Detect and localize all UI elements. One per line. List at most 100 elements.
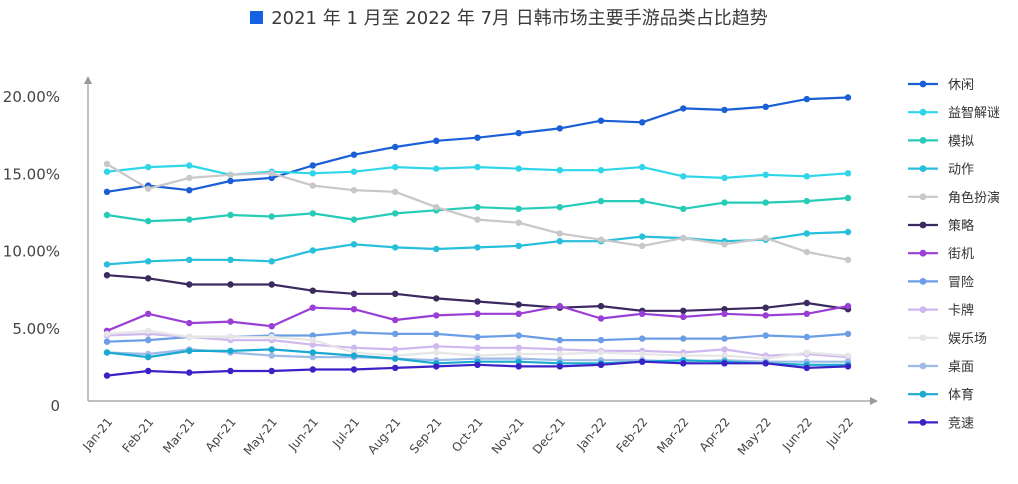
data-point bbox=[556, 204, 563, 211]
data-point bbox=[556, 238, 563, 245]
data-point bbox=[556, 363, 563, 370]
data-point bbox=[844, 256, 852, 263]
data-point bbox=[309, 304, 316, 311]
data-point bbox=[392, 316, 399, 324]
data-point bbox=[721, 346, 728, 353]
data-point bbox=[680, 313, 687, 321]
data-point bbox=[515, 242, 522, 250]
data-point bbox=[556, 336, 563, 344]
data-point bbox=[186, 281, 193, 288]
y-tick-label: 0 bbox=[50, 397, 60, 415]
data-point bbox=[392, 346, 399, 353]
data-point bbox=[268, 170, 275, 177]
data-point bbox=[803, 364, 810, 372]
data-point bbox=[309, 247, 316, 254]
data-point bbox=[721, 360, 728, 367]
data-point bbox=[227, 347, 234, 355]
data-point bbox=[309, 366, 316, 373]
data-point bbox=[474, 163, 481, 171]
data-point bbox=[392, 188, 399, 195]
data-point bbox=[433, 363, 440, 370]
data-point bbox=[309, 162, 316, 169]
data-point bbox=[639, 358, 646, 365]
data-point bbox=[803, 349, 810, 356]
data-point bbox=[762, 304, 769, 311]
data-point bbox=[515, 219, 522, 226]
data-point bbox=[227, 367, 234, 375]
data-point bbox=[186, 369, 193, 376]
data-point bbox=[556, 302, 563, 310]
data-point bbox=[186, 187, 193, 194]
data-point bbox=[474, 298, 481, 305]
data-point bbox=[186, 162, 193, 169]
data-point bbox=[515, 310, 522, 317]
data-point bbox=[639, 119, 646, 126]
legend-label: 娱乐场 bbox=[948, 332, 987, 347]
data-point bbox=[597, 197, 605, 205]
data-point bbox=[680, 234, 687, 242]
legend-point-marker bbox=[919, 390, 927, 398]
data-point bbox=[186, 216, 193, 223]
data-point bbox=[145, 353, 152, 361]
data-point bbox=[103, 211, 111, 219]
x-tick-label: May-22 bbox=[735, 415, 774, 458]
data-point bbox=[268, 352, 275, 359]
x-tick-label: Jan-21 bbox=[79, 415, 115, 454]
data-point bbox=[227, 177, 234, 185]
data-point bbox=[145, 336, 152, 344]
data-point bbox=[268, 174, 275, 182]
data-point bbox=[803, 333, 810, 341]
legend-label: 冒险 bbox=[948, 275, 974, 290]
data-point bbox=[103, 160, 111, 168]
data-point bbox=[597, 167, 605, 174]
x-tick-label: Sep-21 bbox=[407, 415, 445, 456]
data-point bbox=[803, 230, 810, 237]
data-point bbox=[597, 117, 605, 124]
data-point bbox=[639, 335, 646, 342]
data-point bbox=[392, 210, 399, 217]
data-point bbox=[639, 163, 646, 171]
data-point bbox=[762, 171, 769, 178]
legend-point-marker bbox=[919, 306, 927, 313]
data-point bbox=[721, 310, 728, 317]
data-point bbox=[762, 360, 769, 367]
data-point bbox=[103, 349, 111, 356]
x-tick-label: Jun-22 bbox=[779, 415, 815, 454]
data-point bbox=[309, 170, 316, 177]
data-point bbox=[721, 335, 728, 342]
x-tick-labels: Jan-21 Feb-21 Mar-21 Apr-21 May-21 Jun-21 Jul-… bbox=[79, 415, 856, 458]
data-point bbox=[309, 182, 316, 189]
data-point bbox=[844, 330, 852, 338]
data-point bbox=[145, 217, 152, 225]
legend-point-marker bbox=[919, 137, 927, 144]
data-point bbox=[721, 199, 728, 206]
data-point bbox=[392, 330, 399, 338]
data-point bbox=[227, 256, 234, 263]
data-point bbox=[680, 173, 687, 180]
data-point bbox=[186, 256, 193, 263]
data-point bbox=[474, 244, 481, 251]
data-point bbox=[597, 349, 605, 356]
data-point bbox=[515, 301, 522, 308]
data-point bbox=[392, 163, 399, 171]
data-point bbox=[103, 372, 111, 379]
data-point bbox=[350, 306, 358, 313]
data-point bbox=[145, 163, 152, 171]
data-point bbox=[433, 349, 440, 356]
data-point bbox=[844, 194, 852, 202]
data-point bbox=[350, 151, 358, 158]
data-point bbox=[844, 228, 852, 236]
data-point bbox=[145, 275, 152, 282]
data-point bbox=[597, 302, 605, 310]
data-point bbox=[433, 204, 440, 211]
data-point bbox=[392, 244, 399, 251]
data-point bbox=[680, 205, 687, 212]
data-point bbox=[597, 315, 605, 322]
data-point bbox=[515, 363, 522, 370]
y-tick-label: 10.00% bbox=[3, 243, 60, 261]
data-point bbox=[145, 327, 152, 334]
data-point bbox=[309, 349, 316, 356]
y-tick-label: 20.00% bbox=[3, 88, 60, 106]
legend-point-marker bbox=[919, 165, 927, 173]
